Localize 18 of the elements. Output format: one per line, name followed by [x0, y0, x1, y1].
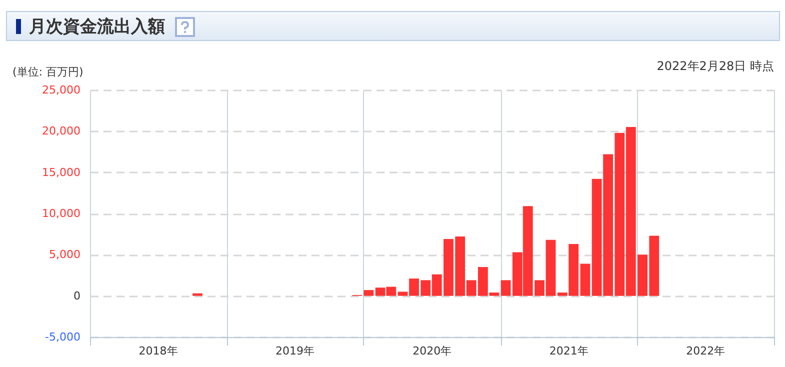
y-tick-label: 25,000	[42, 84, 80, 96]
y-tick-label: -5,000	[45, 330, 80, 344]
x-tick-label: 2018年	[138, 344, 178, 358]
chart-title: 月次資金流出入額	[29, 16, 165, 38]
y-axis-title: (単位: 百万円)	[12, 66, 84, 78]
bar	[580, 264, 590, 296]
bar	[192, 293, 202, 296]
y-tick-label: 20,000	[42, 124, 80, 138]
y-tick-label: 0	[74, 289, 80, 302]
text: 2022年2月28日 時点	[656, 58, 774, 75]
x-tick-label: 2021年	[549, 344, 588, 358]
bar	[500, 280, 511, 296]
x-tick-label: 2022年	[686, 344, 726, 358]
y-tick-label: 10,000	[42, 207, 80, 220]
y-tick-label: 5,000	[49, 248, 80, 262]
x-tick-label: 2020年	[412, 344, 452, 358]
y-tick-label: 15,000	[42, 166, 80, 179]
x-tick-label: 2019年	[276, 344, 315, 358]
